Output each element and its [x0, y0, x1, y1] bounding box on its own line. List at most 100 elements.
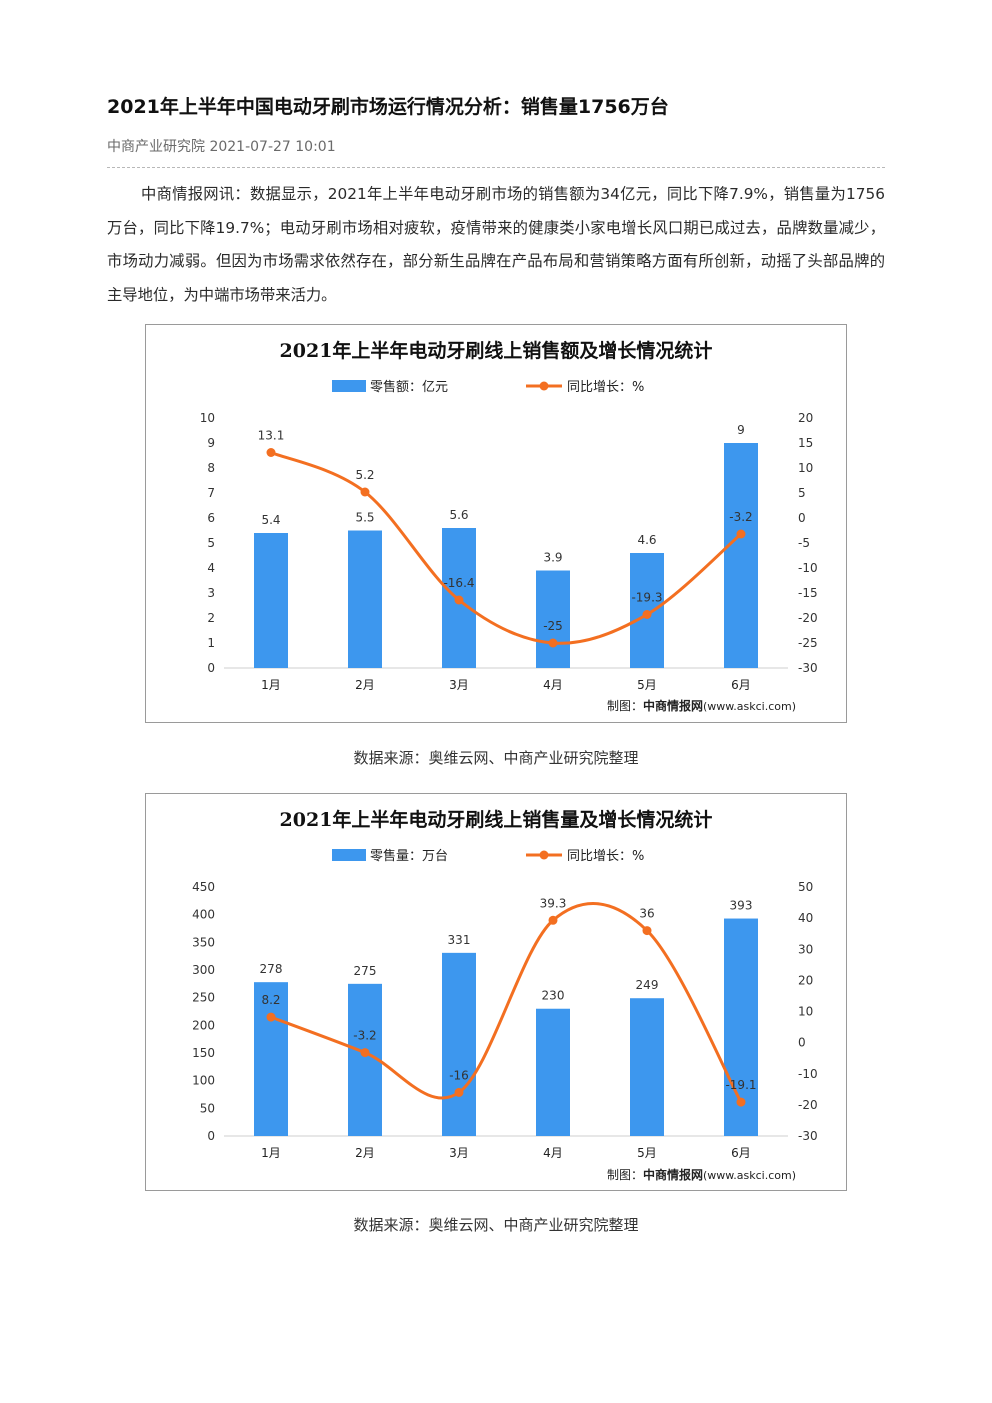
article-title: 2021年上半年中国电动牙刷市场运行情况分析：销售量1756万台: [107, 96, 669, 118]
credit-url: (www.askci.com): [703, 1169, 796, 1182]
growth-value-label: 39.3: [540, 896, 567, 910]
y-left-tick-label: 1: [207, 636, 215, 650]
legend-line-marker: [539, 850, 549, 860]
growth-point: [266, 1012, 276, 1022]
y-left-tick-label: 450: [192, 880, 215, 894]
y-left-tick-label: 0: [207, 1129, 215, 1143]
bar: [536, 570, 570, 668]
bar: [348, 530, 382, 668]
y-right-tick-label: 40: [798, 911, 813, 925]
bar-value-label: 4.6: [637, 533, 656, 547]
y-right-tick-label: -30: [798, 661, 818, 675]
growth-value-label: 5.2: [355, 468, 374, 482]
y-right-tick-label: 15: [798, 436, 813, 450]
x-tick-label: 1月: [261, 678, 281, 692]
bar: [442, 952, 476, 1136]
growth-value-label: -16.4: [443, 576, 474, 590]
x-tick-label: 5月: [637, 678, 657, 692]
y-right-tick-label: -20: [798, 1098, 818, 1112]
bar-value-label: 275: [354, 964, 377, 978]
bar-value-label: 5.4: [261, 513, 280, 527]
growth-value-label: -25: [543, 619, 563, 633]
bar-value-label: 249: [636, 978, 659, 992]
article-datetime: 2021-07-27 10:01: [209, 139, 336, 155]
growth-point: [548, 638, 558, 648]
bar-value-label: 331: [448, 933, 471, 947]
sales-amount-chart: 2021年上半年电动牙刷线上销售额及增长情况统计 零售额：亿元 同比增长：% 0 1 2 3…: [145, 324, 847, 723]
credit-prefix: 制图：: [607, 1168, 643, 1182]
chart-title: 2021年上半年电动牙刷线上销售量及增长情况统计: [280, 808, 713, 831]
growth-line: [270, 902, 743, 1103]
x-tick-label: 2月: [355, 1146, 375, 1160]
growth-point: [360, 1048, 370, 1058]
growth-point: [642, 610, 652, 619]
growth-point: [642, 926, 652, 936]
y-right-tick-label: -30: [798, 1129, 818, 1143]
y-right-tick-label: 20: [798, 411, 813, 425]
bar: [254, 982, 288, 1136]
y-right-tick-label: 30: [798, 942, 813, 956]
y-left-tick-label: 200: [192, 1018, 215, 1032]
y-left-tick-label: 250: [192, 991, 215, 1005]
y-right-tick-label: -15: [798, 586, 818, 600]
growth-value-label: 8.2: [261, 993, 280, 1007]
y-left-tick-label: 9: [207, 436, 215, 450]
growth-value-label: 36: [639, 907, 654, 921]
growth-point: [454, 1087, 464, 1097]
bar-value-label: 5.5: [355, 511, 374, 525]
x-tick-label: 3月: [449, 1146, 469, 1160]
growth-value-label: -3.2: [353, 1029, 376, 1043]
y-left-tick-label: 3: [207, 586, 215, 600]
growth-point: [454, 595, 464, 605]
y-right-tick-label: 0: [798, 511, 806, 525]
x-tick-label: 4月: [543, 1146, 563, 1160]
x-tick-label: 5月: [637, 1146, 657, 1160]
credit-brand: 中商情报网: [643, 698, 703, 713]
credit-brand: 中商情报网: [643, 1167, 703, 1182]
article-paragraph: 中商情报网讯：数据显示，2021年上半年电动牙刷市场的销售额为34亿元，同比下降…: [107, 185, 885, 304]
y-right-tick-label: 50: [798, 880, 813, 894]
y-right-tick-label: -20: [798, 611, 818, 625]
growth-value-label: -19.1: [725, 1078, 756, 1092]
legend-bar-label: 零售额：亿元: [370, 379, 448, 395]
growth-line: [270, 451, 742, 645]
y-right-tick-label: 20: [798, 973, 813, 987]
growth-point: [266, 448, 276, 457]
bar: [630, 998, 664, 1136]
y-left-tick-label: 100: [192, 1074, 215, 1088]
y-right-tick-label: -10: [798, 1067, 818, 1081]
legend-bar-label: 零售量：万台: [370, 848, 448, 864]
bar: [536, 1008, 570, 1136]
chart-title: 2021年上半年电动牙刷线上销售额及增长情况统计: [280, 339, 713, 362]
growth-value-label: 13.1: [258, 429, 285, 443]
bar-value-label: 230: [542, 989, 565, 1003]
x-tick-label: 1月: [261, 1146, 281, 1160]
legend-line-label: 同比增长：%: [567, 380, 644, 395]
bar: [254, 533, 288, 668]
bar-value-label: 393: [730, 899, 753, 913]
y-right-tick-label: 10: [798, 461, 813, 475]
legend-bar-swatch: [332, 380, 366, 392]
growth-point: [360, 487, 370, 497]
credit-url: (www.askci.com): [703, 700, 796, 713]
credit-prefix: 制图：: [607, 699, 643, 713]
chart-credit: 制图：中商情报网(www.askci.com): [607, 698, 796, 713]
growth-point: [736, 1097, 746, 1107]
growth-point: [548, 915, 558, 925]
bar-value-label: 9: [737, 423, 745, 437]
sales-volume-chart: 2021年上半年电动牙刷线上销售量及增长情况统计零售量：万台 同比增长：% 0 50 1…: [145, 793, 847, 1191]
x-tick-label: 6月: [731, 678, 751, 692]
legend-line-label: 同比增长：%: [567, 849, 644, 864]
article-meta: 中商产业研究院 2021-07-27 10:01: [107, 136, 336, 156]
x-tick-label: 6月: [731, 1146, 751, 1160]
bar-value-label: 3.9: [543, 551, 562, 565]
article-source[interactable]: 中商产业研究院: [107, 139, 205, 155]
chart-credit: 制图：中商情报网(www.askci.com): [607, 1167, 796, 1182]
y-left-tick-label: 5: [207, 536, 215, 550]
y-left-tick-label: 50: [200, 1101, 215, 1115]
x-tick-label: 4月: [543, 678, 563, 692]
y-left-tick-label: 400: [192, 908, 215, 922]
x-tick-label: 2月: [355, 678, 375, 692]
